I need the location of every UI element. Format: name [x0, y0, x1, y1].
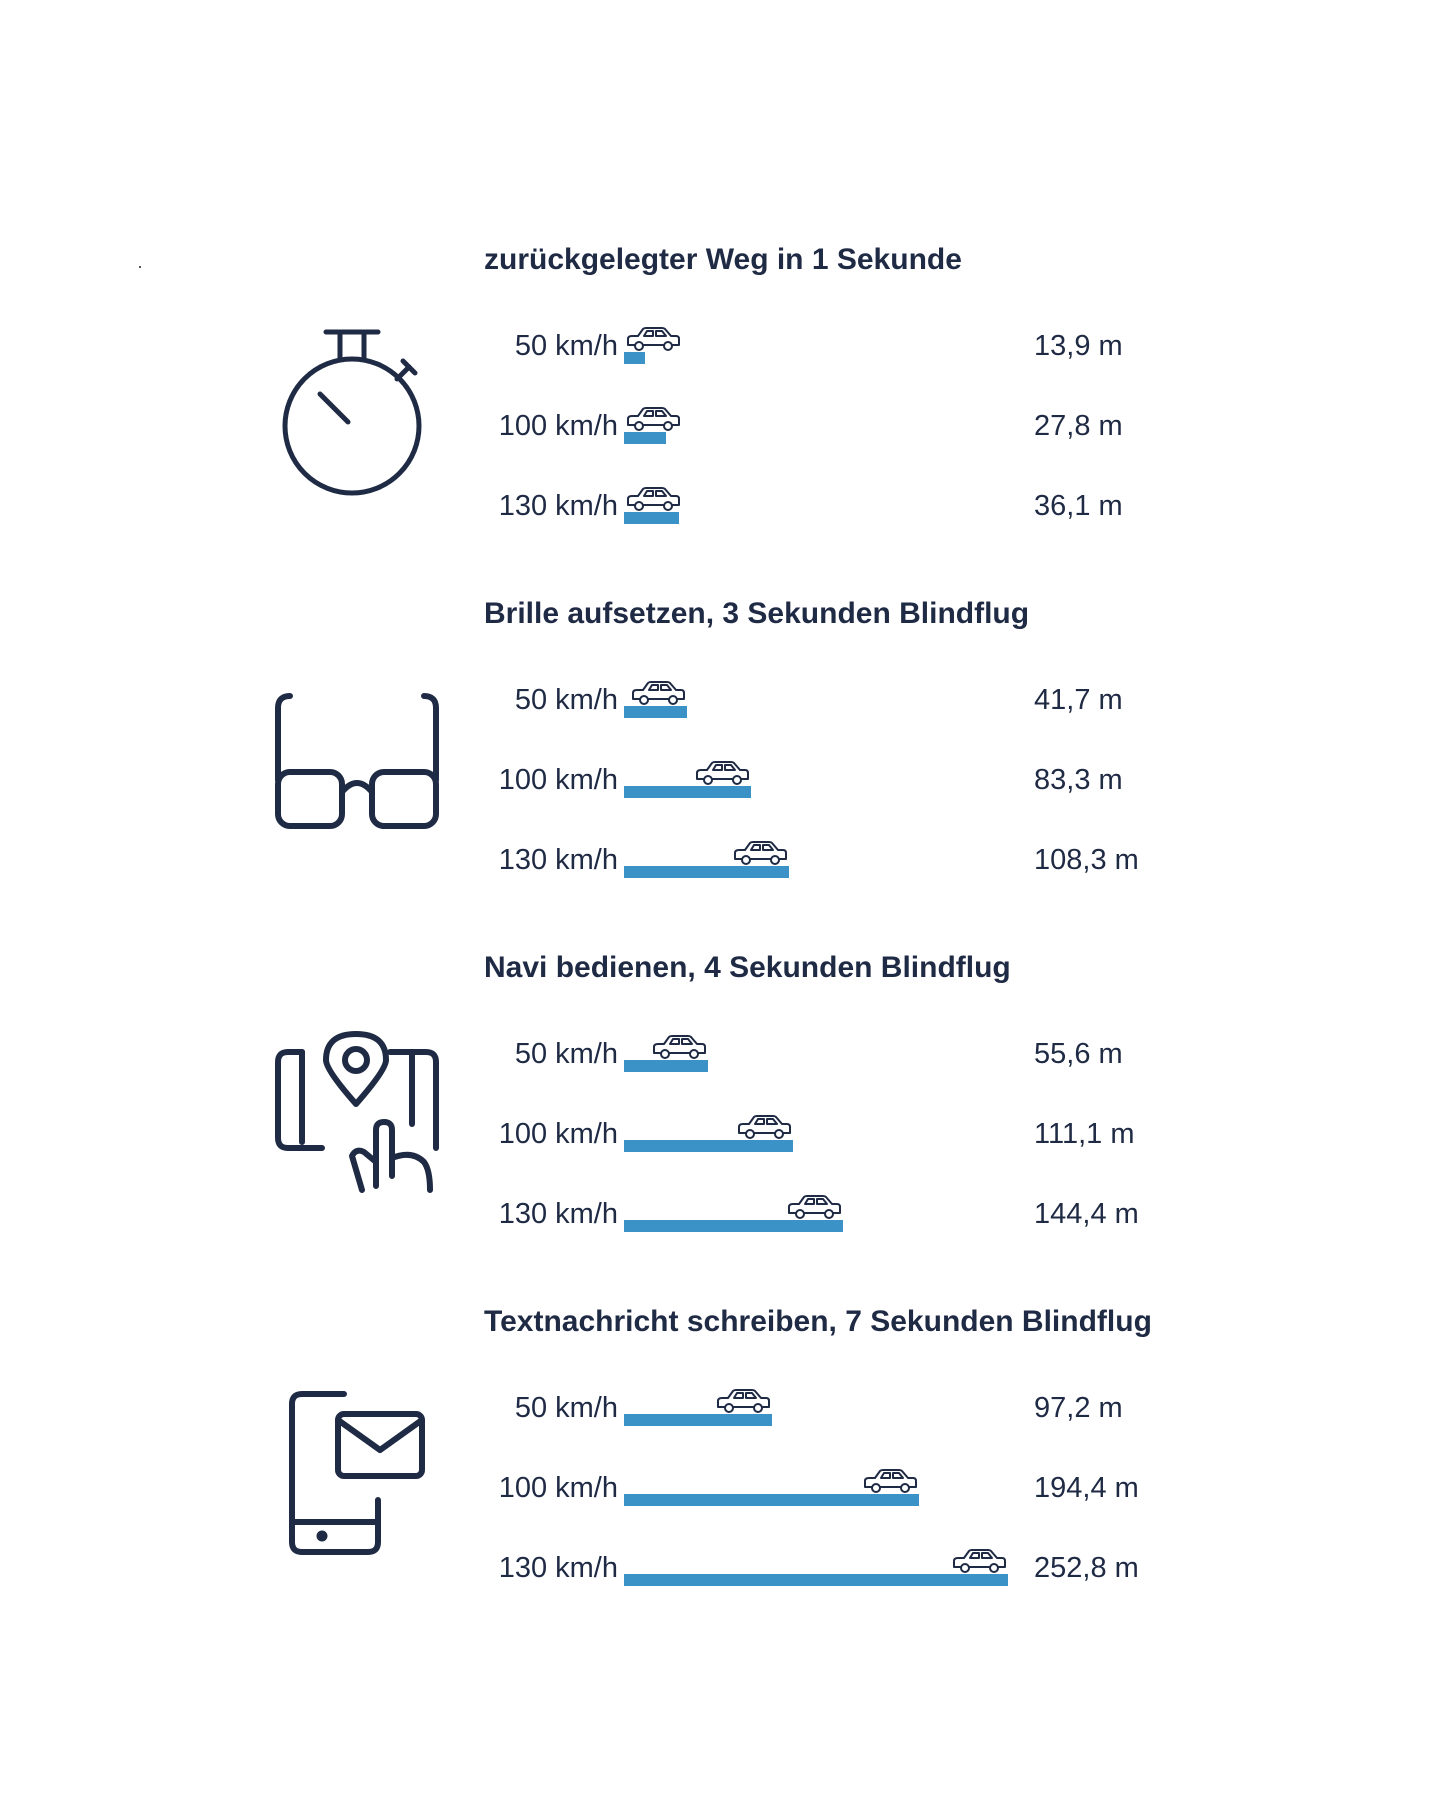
car-icon — [629, 680, 687, 706]
distance-bar — [624, 1140, 793, 1152]
distance-value: 111,1 m — [1034, 1118, 1135, 1150]
speed-label: 50 km/h — [514, 330, 618, 362]
car-icon — [624, 406, 682, 432]
panel-textmessage: Textnachricht schreiben, 7 Sekunden Blin… — [0, 1304, 1440, 1604]
distance-value: 55,6 m — [1034, 1038, 1123, 1070]
distance-bar — [624, 512, 679, 524]
panel-stopwatch: zurückgelegter Weg in 1 Sekunde 50 km/h 1… — [0, 242, 1440, 542]
car-icon — [861, 1468, 919, 1494]
bar-row: 50 km/h 97,2 m — [0, 1388, 1440, 1428]
bar-row: 100 km/h 194,4 m — [0, 1468, 1440, 1508]
distance-bar — [624, 432, 666, 444]
distance-value: 194,4 m — [1034, 1472, 1139, 1504]
car-icon — [624, 326, 682, 352]
car-icon — [650, 1034, 708, 1060]
distance-value: 27,8 m — [1034, 410, 1123, 442]
panel-title: Brille aufsetzen, 3 Sekunden Blindflug — [484, 597, 1030, 630]
stopwatch-icon — [276, 326, 426, 496]
panel-title: zurückgelegter Weg in 1 Sekunde — [484, 243, 962, 276]
panel-title: Textnachricht schreiben, 7 Sekunden Blin… — [484, 1305, 1152, 1338]
panel-glasses: Brille aufsetzen, 3 Sekunden Blindflug 5… — [0, 596, 1440, 896]
distance-bar — [624, 786, 751, 798]
car-icon — [624, 486, 682, 512]
speed-label: 130 km/h — [498, 844, 618, 876]
speed-label: 50 km/h — [514, 684, 618, 716]
panel-title: Navi bedienen, 4 Sekunden Blindflug — [484, 951, 1011, 984]
speed-label: 100 km/h — [498, 410, 618, 442]
distance-bar — [624, 1060, 708, 1072]
phone-message-icon — [286, 1388, 436, 1558]
car-icon — [785, 1194, 843, 1220]
distance-value: 13,9 m — [1034, 330, 1123, 362]
bar-row: 130 km/h 108,3 m — [0, 840, 1440, 880]
panel-navi: Navi bedienen, 4 Sekunden Blindflug 50 k… — [0, 950, 1440, 1250]
distance-value: 36,1 m — [1034, 490, 1123, 522]
speed-label: 130 km/h — [498, 1552, 618, 1584]
speed-label: 100 km/h — [498, 764, 618, 796]
speed-label: 50 km/h — [514, 1392, 618, 1424]
bar-row: 50 km/h 13,9 m — [0, 326, 1440, 366]
speed-label: 50 km/h — [514, 1038, 618, 1070]
car-icon — [731, 840, 789, 866]
distance-value: 97,2 m — [1034, 1392, 1123, 1424]
bar-row: 100 km/h 83,3 m — [0, 760, 1440, 800]
distance-bar — [624, 1494, 919, 1506]
distance-value: 83,3 m — [1034, 764, 1123, 796]
distance-value: 252,8 m — [1034, 1552, 1139, 1584]
car-icon — [735, 1114, 793, 1140]
distance-value: 144,4 m — [1034, 1198, 1139, 1230]
speed-label: 100 km/h — [498, 1118, 618, 1150]
distance-bar — [624, 352, 645, 364]
distance-bar — [624, 706, 687, 718]
bar-row: 130 km/h 36,1 m — [0, 486, 1440, 526]
distance-bar — [624, 1574, 1008, 1586]
distance-value: 108,3 m — [1034, 844, 1139, 876]
car-icon — [950, 1548, 1008, 1574]
bar-row: 130 km/h 144,4 m — [0, 1194, 1440, 1234]
bar-row: 50 km/h 41,7 m — [0, 680, 1440, 720]
stray-dot — [139, 266, 141, 268]
speed-label: 130 km/h — [498, 490, 618, 522]
distance-bar — [624, 1414, 772, 1426]
distance-bar — [624, 866, 789, 878]
car-icon — [714, 1388, 772, 1414]
bar-row: 100 km/h 111,1 m — [0, 1114, 1440, 1154]
distance-value: 41,7 m — [1034, 684, 1123, 716]
bar-row: 100 km/h 27,8 m — [0, 406, 1440, 446]
distance-bar — [624, 1220, 843, 1232]
speed-label: 130 km/h — [498, 1198, 618, 1230]
car-icon — [693, 760, 751, 786]
bar-row: 50 km/h 55,6 m — [0, 1034, 1440, 1074]
map-touch-icon — [272, 1030, 442, 1200]
bar-row: 130 km/h 252,8 m — [0, 1548, 1440, 1588]
glasses-icon — [272, 688, 442, 838]
speed-label: 100 km/h — [498, 1472, 618, 1504]
